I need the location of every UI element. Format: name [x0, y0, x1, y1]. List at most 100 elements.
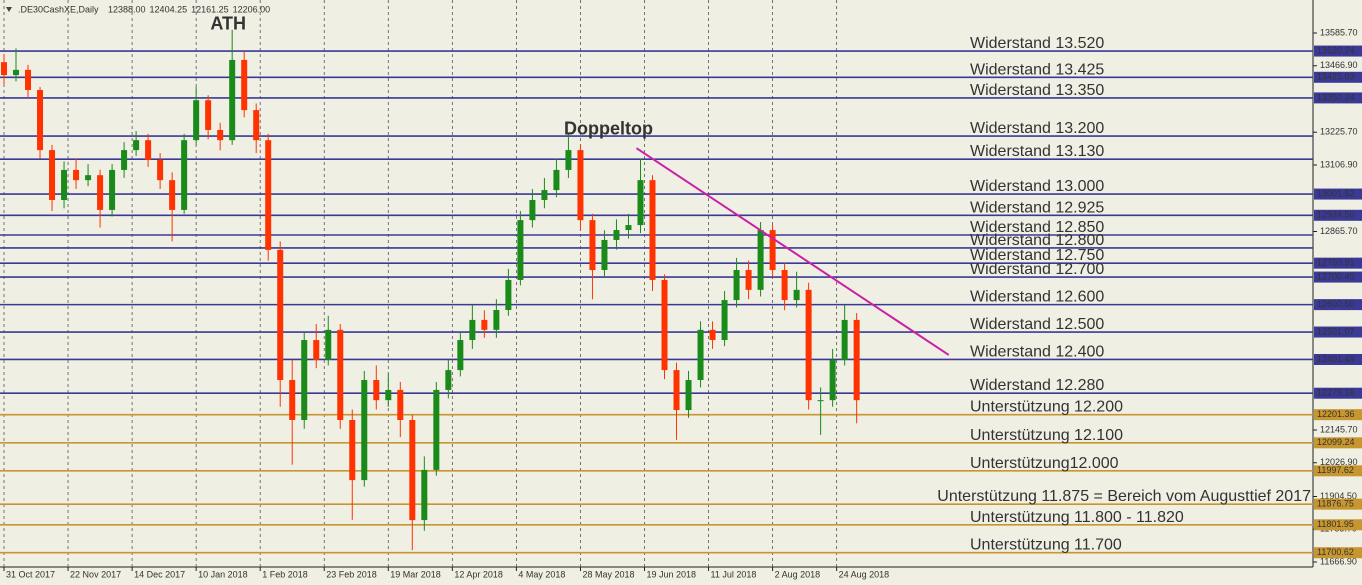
- price-box: [1314, 326, 1362, 338]
- price-box-label: 12201.36: [1317, 409, 1355, 419]
- y-tick-label: 13225.70: [1320, 127, 1358, 137]
- price-box-label: 12279.16: [1317, 388, 1355, 398]
- candle-body: [277, 249, 284, 381]
- level-label: Widerstand 13.130: [970, 143, 1104, 160]
- candle-body: [481, 319, 488, 330]
- candle-body: [433, 389, 440, 470]
- candle-body: [757, 230, 764, 290]
- candle-body: [313, 340, 320, 360]
- level-label: Widerstand 12.750: [970, 247, 1104, 264]
- candle-body: [817, 400, 824, 402]
- symbol: .DE30CashXE,Daily: [18, 4, 99, 14]
- candle-body: [169, 180, 176, 210]
- x-tick-label: 14 Dec 2017: [134, 569, 185, 579]
- candle-body: [121, 150, 128, 170]
- candle-body: [793, 289, 800, 301]
- level-label: Widerstand 12.850: [970, 219, 1104, 236]
- trendline: [635, 147, 950, 356]
- candle-body: [517, 220, 524, 280]
- level-label: Widerstand 13.350: [970, 82, 1104, 99]
- candle-body: [553, 169, 560, 191]
- candle-body: [649, 180, 656, 280]
- candle-body: [73, 169, 80, 181]
- candle-body: [637, 180, 644, 226]
- candle-body: [781, 270, 788, 301]
- price-box-label: 13001.52: [1317, 188, 1355, 198]
- candle-body: [493, 309, 500, 330]
- candle-body: [337, 329, 344, 420]
- candle-body: [265, 140, 272, 250]
- menu-arrow[interactable]: [6, 7, 12, 12]
- level-label: Widerstand 13.520: [970, 35, 1104, 52]
- level-label: Unterstützung 11.800 - 11.820: [970, 509, 1184, 526]
- candle-body: [301, 340, 308, 420]
- level-label: Unterstützung 11.875 = Bereich vom Augus…: [937, 488, 1311, 505]
- price-box: [1314, 92, 1362, 104]
- candle-body: [577, 150, 584, 221]
- price-box: [1314, 257, 1362, 269]
- level-label: Unterstützung12.000: [970, 455, 1119, 472]
- x-tick-label: 19 Mar 2018: [390, 569, 441, 579]
- level-label: Widerstand 13.000: [970, 178, 1104, 195]
- candle-body: [421, 469, 428, 521]
- level-label: Widerstand 12.500: [970, 316, 1104, 333]
- level-label: Widerstand 12.600: [970, 289, 1104, 306]
- candle-body: [541, 190, 548, 200]
- price-box: [1314, 299, 1362, 311]
- price-box-label: 12924.50: [1317, 210, 1355, 220]
- y-tick-label: 11666.90: [1320, 556, 1357, 566]
- candle-body: [13, 69, 20, 76]
- candle-body: [565, 150, 572, 170]
- level-label: Widerstand 12.400: [970, 343, 1104, 360]
- annotation: ATH: [210, 14, 246, 34]
- candle-body: [289, 380, 296, 420]
- candle-body: [61, 169, 68, 200]
- x-tick-label: 31 Oct 2017: [6, 569, 55, 579]
- candle-body: [241, 59, 248, 111]
- level-label: Unterstützung 12.100: [970, 427, 1123, 444]
- price-box: [1314, 188, 1362, 200]
- candle-body: [325, 329, 332, 360]
- x-tick-label: 23 Feb 2018: [326, 569, 377, 579]
- candle-body: [853, 319, 860, 401]
- candle-body: [49, 150, 56, 200]
- candle-body: [373, 380, 380, 401]
- price-box: [1314, 437, 1362, 449]
- y-tick-label: 13106.90: [1320, 159, 1358, 169]
- price-box-label: 11700.62: [1317, 547, 1354, 557]
- y-tick-label: 13466.90: [1320, 60, 1358, 70]
- candle-body: [469, 319, 476, 341]
- candle-body: [445, 370, 452, 390]
- price-box: [1314, 271, 1362, 283]
- price-box-label: 12700.45: [1317, 271, 1355, 281]
- candle-body: [97, 175, 104, 210]
- level-label: Widerstand 13.200: [970, 120, 1104, 137]
- price-box-label: 12401.49: [1317, 354, 1355, 364]
- x-tick-label: 1 Feb 2018: [262, 569, 308, 579]
- candle-body: [589, 220, 596, 271]
- candle-body: [829, 359, 836, 401]
- price-box-label: 13425.03: [1317, 72, 1355, 82]
- price-box: [1314, 71, 1362, 83]
- candle-body: [25, 69, 32, 90]
- price-box-label: 13350.24: [1317, 92, 1355, 102]
- candle-body: [841, 319, 848, 360]
- levels: [0, 50, 1313, 554]
- price-box-label: 13520.24: [1317, 45, 1355, 55]
- candle-body: [349, 419, 356, 481]
- x-tick-label: 28 May 2018: [582, 569, 634, 579]
- level-label: Widerstand 12.800: [970, 232, 1104, 249]
- x-tick-label: 24 Aug 2018: [839, 569, 890, 579]
- candle-body: [253, 110, 260, 141]
- candle-body: [613, 230, 620, 240]
- y-tick-label: 12865.70: [1320, 226, 1358, 236]
- candle-body: [85, 175, 92, 181]
- candle-body: [745, 270, 752, 290]
- candle-body: [721, 300, 728, 341]
- price-box: [1314, 45, 1362, 57]
- price-box-label: 11997.62: [1317, 465, 1354, 475]
- candle-body: [133, 140, 140, 151]
- candle-body: [697, 329, 704, 381]
- price-box: [1314, 387, 1362, 399]
